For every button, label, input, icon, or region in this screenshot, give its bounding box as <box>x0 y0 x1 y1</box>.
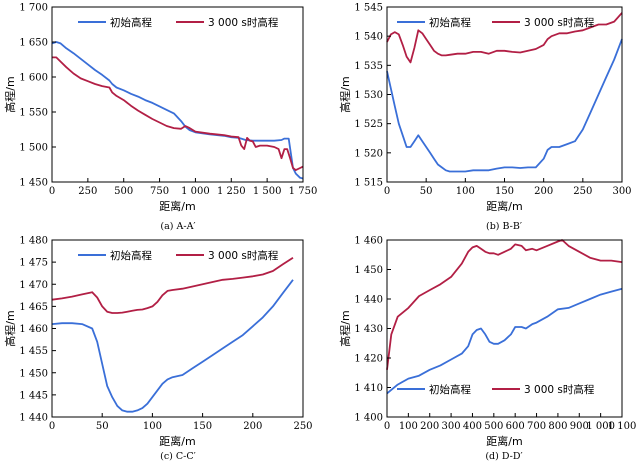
y-tick-label: 1 520 <box>354 148 383 159</box>
y-tick-label: 1 530 <box>354 90 383 101</box>
legend-label-1: 3 000 s时高程 <box>208 16 279 29</box>
series-line-0 <box>386 287 623 395</box>
y-tick-label: 1 450 <box>354 265 383 276</box>
panel-a: 0 250 500 750 1 000 1 250 1 500 1 750 1 450 1 500… <box>3 3 317 233</box>
y-tick-label: 1 650 <box>19 38 48 49</box>
x-tick-label: 1 000 <box>586 421 615 432</box>
y-tick-label: 1 400 <box>354 413 383 424</box>
y-tick-label: 1 420 <box>354 354 383 365</box>
y-tick-label: 1 470 <box>19 280 48 291</box>
y-tick-label: 1 475 <box>19 258 48 269</box>
x-axis-title: 距离/m <box>159 199 195 213</box>
y-tick-label: 1 480 <box>19 236 48 247</box>
x-tick-label: 150 <box>495 186 514 197</box>
x-tick-label: 250 <box>573 186 592 197</box>
y-tick-label: 1 700 <box>19 3 48 14</box>
y-tick-label: 1 430 <box>354 324 383 335</box>
x-tick-label: 500 <box>484 421 503 432</box>
legend-label-1: 3 000 s时高程 <box>524 16 595 29</box>
y-tick-label: 1 545 <box>354 3 383 14</box>
legend-label-0: 初始高程 <box>429 383 471 396</box>
y-tick-label: 1 600 <box>19 73 48 84</box>
panel-caption: (a) A-A′ <box>160 221 195 232</box>
legend-label-1: 3 000 s时高程 <box>524 383 595 396</box>
y-tick-label: 1 525 <box>354 119 383 130</box>
panel-c: 0 50 100 150 200 250 1 440 1 445 1 450 1 455 1 460… <box>3 236 313 463</box>
x-tick-label: 700 <box>527 421 546 432</box>
y-tick-label: 1 440 <box>354 295 383 306</box>
y-tick-label: 1 500 <box>19 143 48 154</box>
y-tick-label: 1 465 <box>19 302 48 313</box>
legend-label-0: 初始高程 <box>110 249 152 262</box>
panel-caption: (c) C-C′ <box>160 451 196 462</box>
panel-b: 0 50 100 150 200 250 300 1 515 1 520 1 525 1 530 1 … <box>338 3 632 233</box>
x-tick-label: 100 <box>143 421 162 432</box>
plot-frame <box>51 6 304 183</box>
x-tick-label: 200 <box>534 186 553 197</box>
x-axis-title: 距离/m <box>486 434 522 448</box>
panel-caption: (b) B-B′ <box>486 221 522 232</box>
x-tick-label: 50 <box>420 186 433 197</box>
x-tick-label: 1 750 <box>289 186 318 197</box>
series-line-0 <box>51 41 304 180</box>
x-tick-label: 750 <box>150 186 169 197</box>
x-tick-label: 0 <box>384 421 390 432</box>
x-tick-label: 200 <box>243 421 262 432</box>
y-tick-label: 1 540 <box>354 32 383 43</box>
x-tick-label: 600 <box>506 421 525 432</box>
y-axis-title: 高程/m <box>3 76 17 112</box>
y-axis-title: 高程/m <box>338 76 352 112</box>
panel-caption: (d) D-D′ <box>485 451 522 462</box>
y-tick-label: 1 515 <box>354 178 383 189</box>
series-line-0 <box>51 279 294 413</box>
x-tick-label: 100 <box>399 421 418 432</box>
x-tick-label: 250 <box>78 186 97 197</box>
x-tick-label: 400 <box>463 421 482 432</box>
x-axis-title: 距离/m <box>486 199 522 213</box>
y-tick-label: 1 535 <box>354 61 383 72</box>
x-axis-title: 距离/m <box>159 434 195 448</box>
x-tick-label: 500 <box>114 186 133 197</box>
x-tick-label: 1 100 <box>608 421 637 432</box>
x-tick-label: 0 <box>49 186 55 197</box>
x-tick-label: 1 000 <box>181 186 210 197</box>
legend-label-1: 3 000 s时高程 <box>208 249 279 262</box>
y-tick-label: 1 550 <box>19 108 48 119</box>
y-tick-label: 1 460 <box>19 324 48 335</box>
x-tick-label: 800 <box>548 421 567 432</box>
x-tick-label: 300 <box>442 421 461 432</box>
series-line-0 <box>386 38 623 173</box>
x-tick-label: 0 <box>384 186 390 197</box>
series-line-1 <box>386 239 623 370</box>
series-line-1 <box>51 256 294 314</box>
y-axis-title: 高程/m <box>338 310 352 346</box>
y-tick-label: 1 450 <box>19 368 48 379</box>
legend-label-0: 初始高程 <box>429 16 471 29</box>
x-tick-label: 1 500 <box>253 186 282 197</box>
y-tick-label: 1 445 <box>19 390 48 401</box>
x-tick-label: 50 <box>96 421 109 432</box>
y-tick-label: 1 450 <box>19 178 48 189</box>
x-tick-label: 900 <box>570 421 589 432</box>
series-line-1 <box>386 12 623 64</box>
y-axis-title: 高程/m <box>3 310 17 346</box>
x-tick-label: 250 <box>293 421 312 432</box>
y-tick-label: 1 460 <box>354 236 383 247</box>
x-tick-label: 150 <box>193 421 212 432</box>
series-line-1 <box>52 56 304 171</box>
x-tick-label: 300 <box>612 186 631 197</box>
x-tick-label: 200 <box>420 421 439 432</box>
y-tick-label: 1 440 <box>19 413 48 424</box>
y-tick-label: 1 410 <box>354 383 383 394</box>
x-tick-label: 1 250 <box>217 186 246 197</box>
legend-label-0: 初始高程 <box>110 16 152 29</box>
y-tick-label: 1 455 <box>19 346 48 357</box>
x-tick-label: 100 <box>456 186 475 197</box>
x-tick-label: 0 <box>49 421 55 432</box>
plot-frame <box>51 239 304 418</box>
